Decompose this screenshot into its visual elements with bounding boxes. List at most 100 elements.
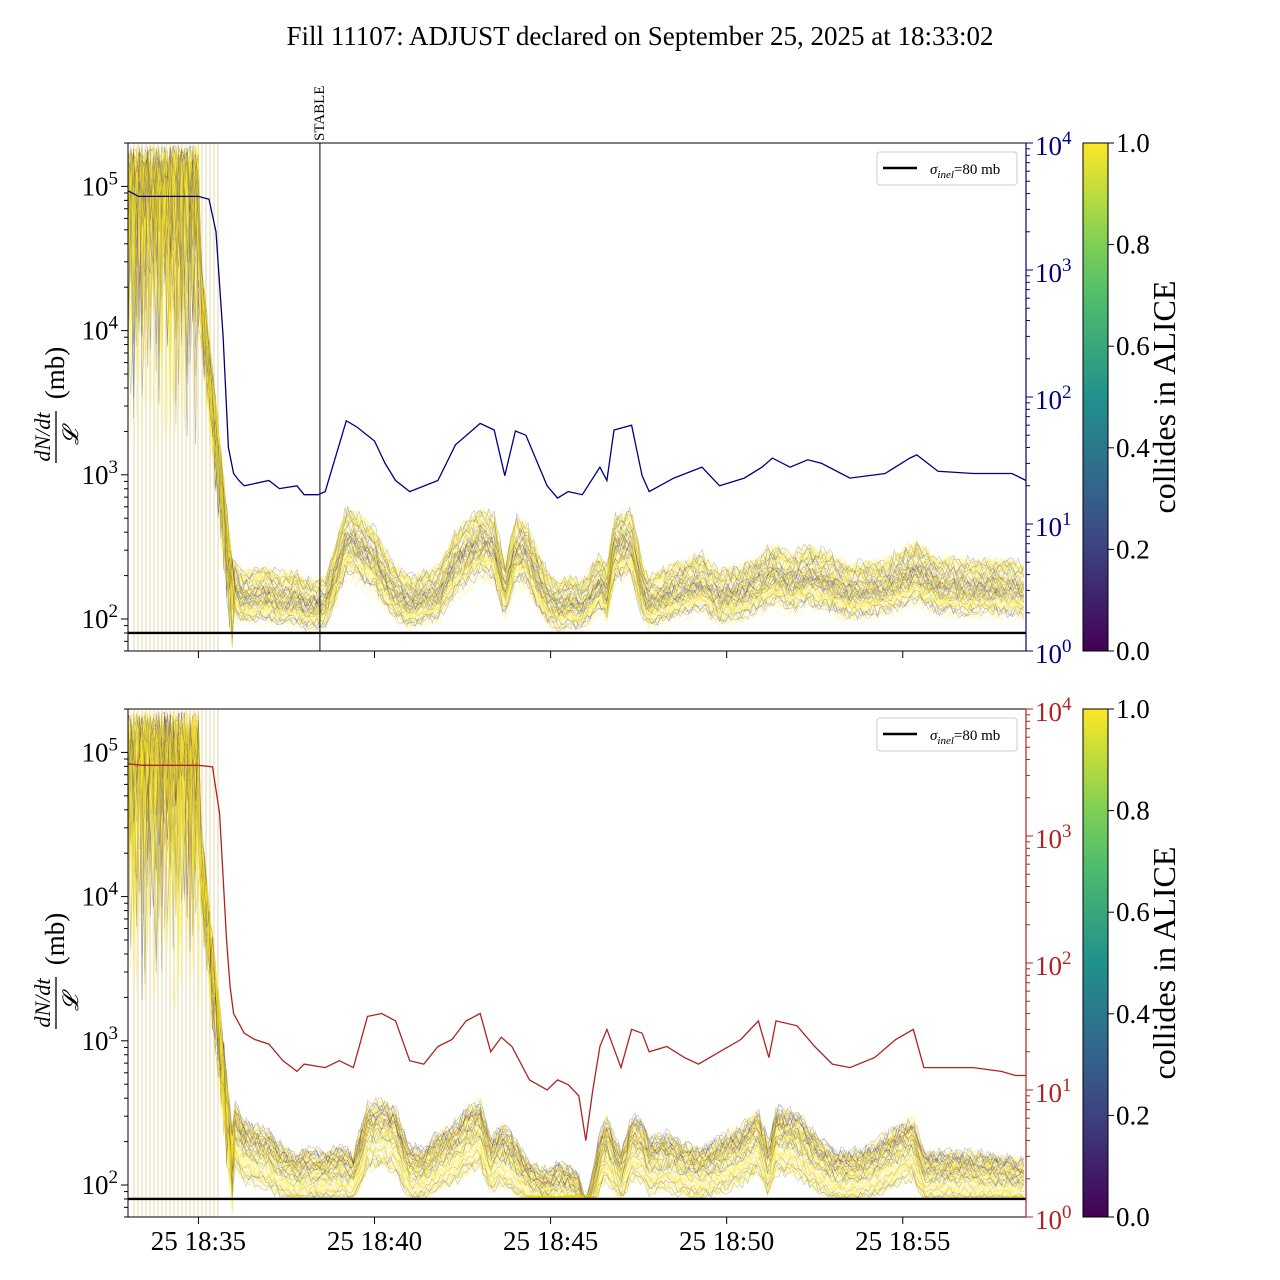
bunch-curve — [128, 718, 1025, 1199]
bunch-curve — [128, 718, 1025, 1198]
bunch-curve — [128, 147, 1025, 631]
bunch-curve — [128, 145, 1025, 609]
bunch-curve — [128, 147, 1025, 593]
bunch-curve — [128, 716, 1024, 1200]
bunch-curve — [128, 149, 1025, 624]
bunch-curve — [128, 152, 1025, 632]
chart-title: Fill 11107: ADJUST declared on September… — [287, 21, 994, 51]
bunch-curve — [128, 146, 1025, 619]
bunch-curve — [128, 149, 1025, 610]
bunch-curve — [128, 712, 1025, 1198]
colorbar — [1082, 708, 1109, 1218]
y2-tick-label: 102 — [1035, 948, 1072, 981]
bunch-curve — [128, 716, 1024, 1198]
bunch-curve — [128, 712, 1025, 1199]
y2-tick-label-exp: 2 — [1062, 382, 1072, 403]
colorbar-tick-label: 1.0 — [1116, 128, 1150, 158]
y-tick-label-base: 10 — [82, 1170, 109, 1200]
bunch-curve — [128, 712, 1025, 1200]
bunch-curve — [128, 145, 1025, 622]
y2-tick-label-base: 10 — [1035, 951, 1062, 981]
bunch-curve — [128, 147, 1025, 606]
legend-text: =80 mb — [954, 728, 1000, 744]
y-axis-label: dN/dt 𝓛 (mb) — [30, 913, 83, 1029]
bunch-markers — [133, 709, 219, 1217]
bunch-curve — [128, 712, 1025, 1199]
y-label-numerator: dN/dt — [30, 412, 55, 462]
legend: σinel=80 mb — [876, 151, 1018, 186]
bunch-curve — [128, 146, 1025, 630]
y2-tick-label-base: 10 — [1035, 824, 1062, 854]
y2-tick-label-exp: 3 — [1062, 255, 1072, 276]
y2-tick-label-base: 10 — [1035, 131, 1062, 161]
bunch-curve — [128, 712, 1025, 1199]
legend-box — [876, 151, 1018, 186]
bunch-curve — [128, 145, 1025, 634]
intensity-series-line — [128, 190, 1026, 499]
bunch-curve — [128, 146, 1025, 632]
y-label-unit: (mb) — [40, 347, 70, 399]
bunch-curve — [128, 715, 1025, 1200]
bunch-curve — [128, 147, 1024, 628]
y2-tick-label: 102 — [1035, 382, 1072, 415]
y-label-denominator: 𝓛 — [58, 423, 83, 445]
bunch-curve — [128, 145, 1024, 623]
bunch-curve — [128, 720, 1024, 1200]
bunch-curve — [128, 719, 1025, 1198]
plot-area — [128, 143, 1026, 651]
bunch-curve — [128, 711, 1025, 1198]
bunch-curve — [128, 712, 1025, 1200]
stable-label: STABLE — [312, 86, 328, 141]
legend-text: =80 mb — [954, 162, 1000, 178]
bunch-curve — [128, 146, 1025, 622]
bunch-curve — [128, 717, 1025, 1198]
y-tick-label-exp: 5 — [109, 734, 119, 755]
bunch-curve — [128, 711, 1025, 1199]
y2-tick-label-exp: 0 — [1062, 636, 1072, 657]
bunch-curve — [128, 145, 1025, 600]
bunch-curve — [128, 145, 1025, 628]
colorbar-tick-label: 0.2 — [1116, 534, 1150, 564]
bunch-curve — [128, 712, 1024, 1200]
colorbar-tick-label: 0.4 — [1116, 433, 1150, 463]
bunch-curve — [128, 711, 1025, 1199]
y2-tick-label-exp: 3 — [1062, 821, 1072, 842]
bunch-curve — [128, 145, 1025, 590]
bunch-curve — [128, 148, 1024, 626]
colorbar-tick-label: 1.0 — [1116, 694, 1150, 724]
legend: σinel=80 mb — [876, 717, 1018, 752]
y-tick-label-exp: 3 — [109, 1023, 119, 1044]
bunch-curve — [128, 146, 1025, 613]
colorbar-tick-label: 0.8 — [1116, 796, 1150, 826]
colorbar-label: collides in ALICE — [1146, 281, 1182, 514]
legend-label: σinel=80 mb — [930, 162, 1000, 181]
y2-tick-label: 103 — [1035, 255, 1072, 288]
bunch-curve — [128, 711, 1025, 1200]
bunch-curve — [128, 146, 1025, 607]
y-tick-label: 104 — [82, 313, 119, 346]
bunch-curve — [128, 716, 1025, 1199]
bunch-curve — [128, 714, 1025, 1199]
y-axis-label: dN/dt 𝓛 (mb) — [30, 347, 83, 463]
bunch-curve — [128, 715, 1024, 1199]
bunch-curve — [128, 711, 1025, 1196]
bunch-curve — [128, 148, 1025, 618]
bunch-curve — [128, 146, 1025, 616]
bunch-curve — [128, 711, 1025, 1199]
bunch-curve — [128, 718, 1025, 1199]
x-tick-label: 25 18:45 — [503, 1226, 598, 1256]
bunch-curve — [128, 711, 1024, 1196]
bunch-curve — [128, 146, 1024, 592]
bunch-curve — [128, 716, 1025, 1214]
y-tick-label-base: 10 — [82, 882, 109, 912]
bunch-curve — [128, 149, 1025, 596]
y2-tick-label: 103 — [1035, 821, 1072, 854]
colorbar — [1082, 142, 1109, 652]
colorbar-tick-label: 0.6 — [1116, 897, 1150, 927]
y2-tick-label: 104 — [1035, 128, 1072, 161]
bunch-curve — [128, 721, 1025, 1200]
plot-area — [128, 709, 1026, 1217]
bunch-curve — [128, 148, 1025, 620]
bunch-curve — [128, 711, 1025, 1198]
